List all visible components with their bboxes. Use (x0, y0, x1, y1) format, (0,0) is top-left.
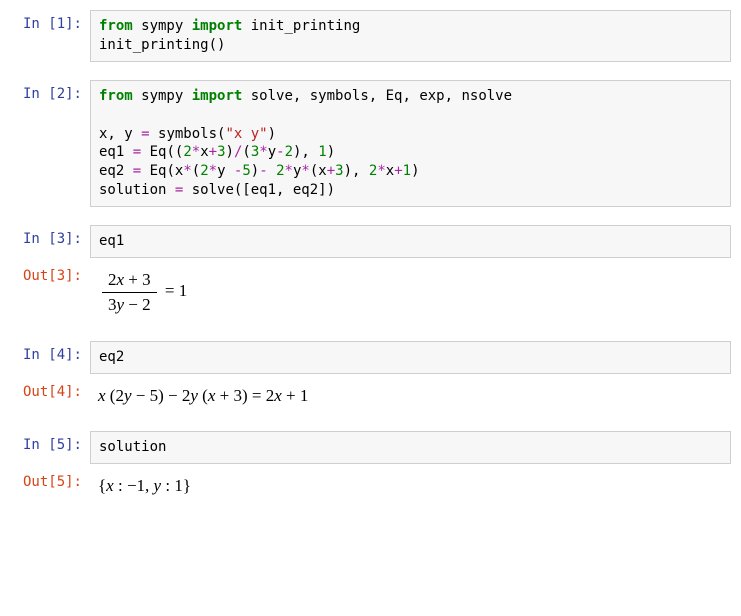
jupyter-notebook: In [1]:from sympy import init_printing i… (10, 10, 731, 504)
out-prompt: Out[4]: (10, 378, 90, 406)
input-cell: In [2]:from sympy import solve, symbols,… (10, 80, 731, 207)
code-input[interactable]: eq1 (90, 225, 731, 258)
in-prompt: In [4]: (10, 341, 90, 369)
out-prompt: Out[5]: (10, 468, 90, 496)
math-output: 2x + 33y − 2 = 1 (90, 262, 731, 323)
code-input[interactable]: from sympy import init_printing init_pri… (90, 10, 731, 62)
input-cell: In [1]:from sympy import init_printing i… (10, 10, 731, 62)
input-cell: In [5]:solution (10, 431, 731, 464)
output-cell: Out[5]:{x : −1, y : 1} (10, 468, 731, 504)
math-output: x (2y − 5) − 2y (x + 3) = 2x + 1 (90, 378, 731, 414)
output-cell: Out[3]:2x + 33y − 2 = 1 (10, 262, 731, 323)
code-input[interactable]: from sympy import solve, symbols, Eq, ex… (90, 80, 731, 207)
out-prompt: Out[3]: (10, 262, 90, 290)
in-prompt: In [2]: (10, 80, 90, 108)
in-prompt: In [5]: (10, 431, 90, 459)
math-output: {x : −1, y : 1} (90, 468, 731, 504)
input-cell: In [3]:eq1 (10, 225, 731, 258)
output-cell: Out[4]:x (2y − 5) − 2y (x + 3) = 2x + 1 (10, 378, 731, 414)
code-input[interactable]: solution (90, 431, 731, 464)
code-input[interactable]: eq2 (90, 341, 731, 374)
in-prompt: In [3]: (10, 225, 90, 253)
input-cell: In [4]:eq2 (10, 341, 731, 374)
in-prompt: In [1]: (10, 10, 90, 38)
